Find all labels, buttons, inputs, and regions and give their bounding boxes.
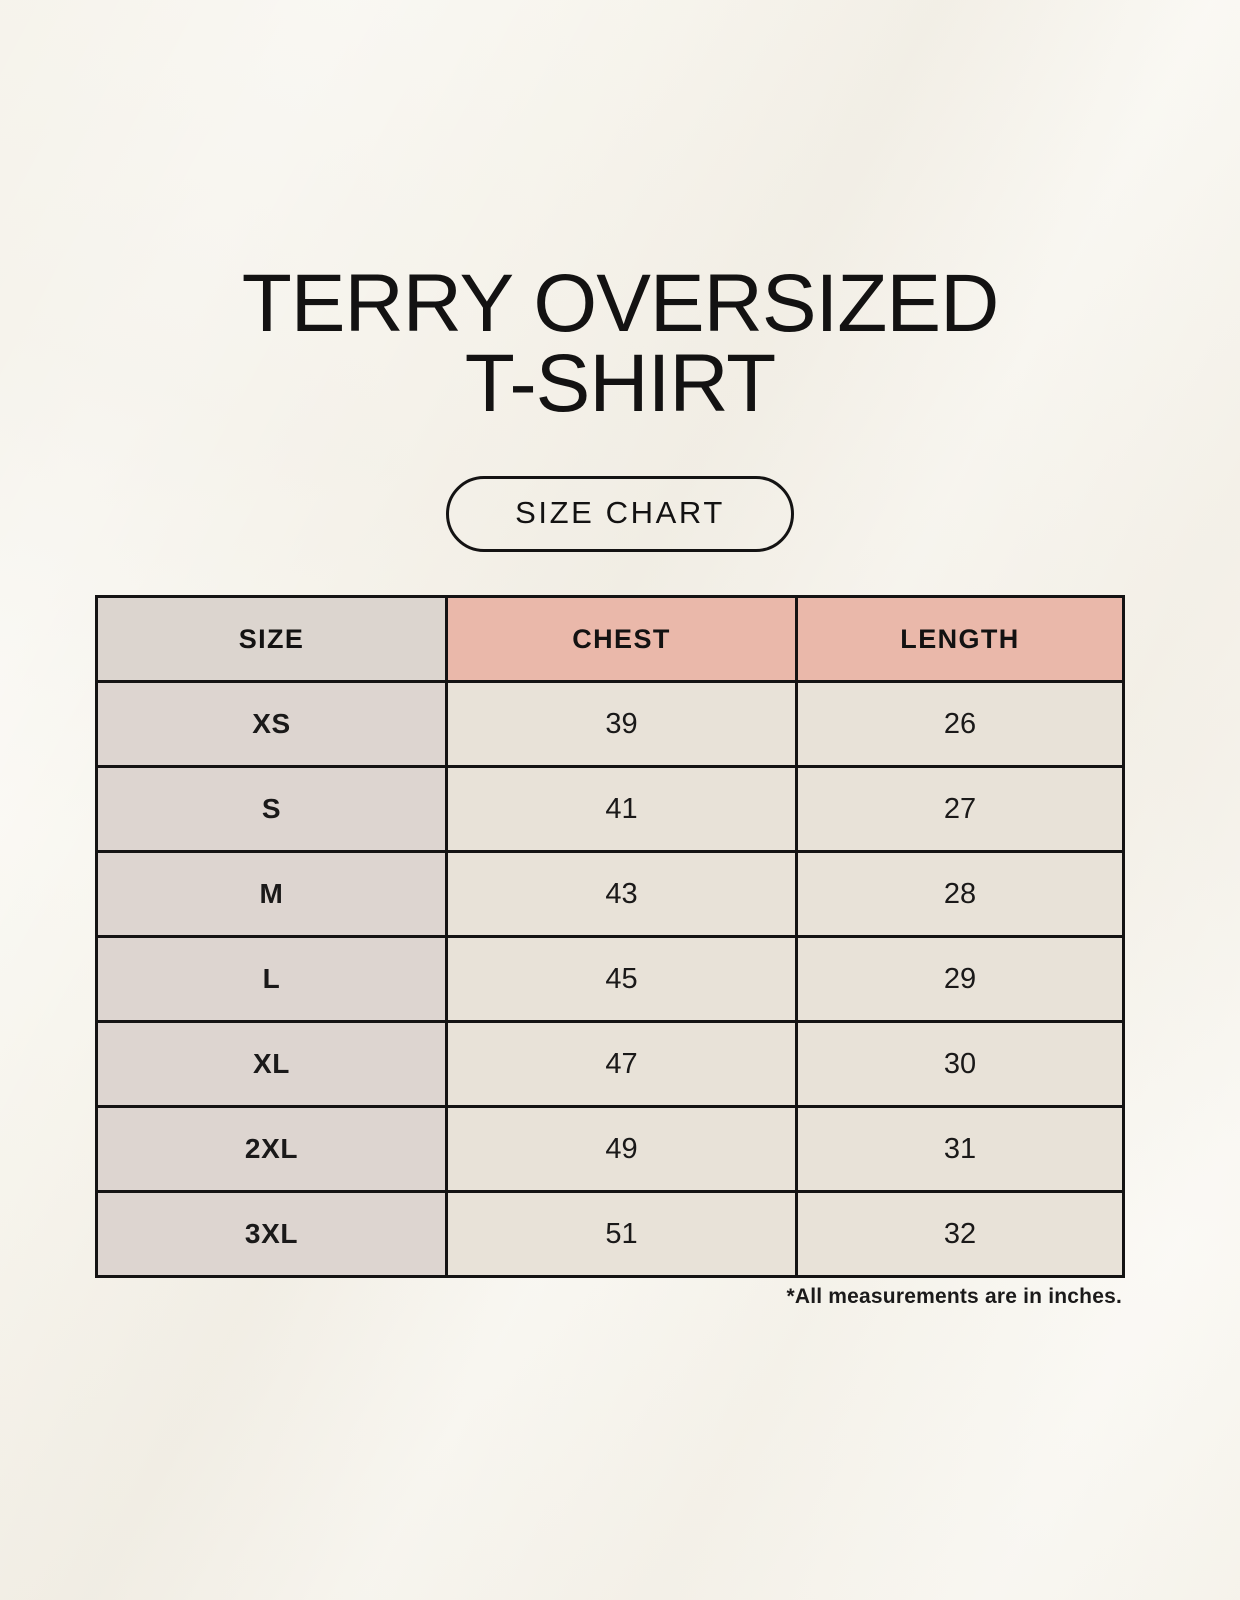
cell-length: 27 xyxy=(795,765,1125,853)
cell-chest: 43 xyxy=(445,850,798,938)
cell-size: 3XL xyxy=(95,1190,448,1278)
table-header: SIZE CHEST LENGTH xyxy=(95,595,1125,683)
cell-size: S xyxy=(95,765,448,853)
cell-size: 2XL xyxy=(95,1105,448,1193)
cell-chest: 45 xyxy=(445,935,798,1023)
column-header-size: SIZE xyxy=(95,595,448,683)
measurement-units-note: *All measurements are in inches. xyxy=(786,1285,1122,1308)
table-row: M 43 28 xyxy=(95,850,1125,938)
cell-chest: 41 xyxy=(445,765,798,853)
table-row: 2XL 49 31 xyxy=(95,1105,1125,1193)
table-row: L 45 29 xyxy=(95,935,1125,1023)
table-row: 3XL 51 32 xyxy=(95,1190,1125,1278)
column-header-chest: CHEST xyxy=(445,595,798,683)
cell-chest: 39 xyxy=(445,680,798,768)
table-row: XS 39 26 xyxy=(95,680,1125,768)
cell-size: XS xyxy=(95,680,448,768)
table-header-row: SIZE CHEST LENGTH xyxy=(95,595,1125,683)
cell-length: 30 xyxy=(795,1020,1125,1108)
cell-length: 28 xyxy=(795,850,1125,938)
table-row: XL 47 30 xyxy=(95,1020,1125,1108)
cell-length: 31 xyxy=(795,1105,1125,1193)
cell-size: M xyxy=(95,850,448,938)
column-header-length: LENGTH xyxy=(795,595,1125,683)
page-title: TERRY OVERSIZED T-SHIRT xyxy=(241,258,1000,430)
cell-chest: 47 xyxy=(445,1020,798,1108)
size-table: SIZE CHEST LENGTH XS 39 26 S 41 27 M xyxy=(95,595,1125,1278)
cell-length: 32 xyxy=(795,1190,1125,1278)
cell-chest: 49 xyxy=(445,1105,798,1193)
size-table-container: SIZE CHEST LENGTH XS 39 26 S 41 27 M xyxy=(95,595,1125,1278)
cell-size: L xyxy=(95,935,448,1023)
cell-length: 29 xyxy=(795,935,1125,1023)
badge-container: SIZE CHART xyxy=(0,476,1240,552)
cell-chest: 51 xyxy=(445,1190,798,1278)
table-row: S 41 27 xyxy=(95,765,1125,853)
cell-size: XL xyxy=(95,1020,448,1108)
table-body: XS 39 26 S 41 27 M 43 28 L 45 29 xyxy=(95,680,1125,1278)
size-chart-badge: SIZE CHART xyxy=(446,476,794,552)
cell-length: 26 xyxy=(795,680,1125,768)
